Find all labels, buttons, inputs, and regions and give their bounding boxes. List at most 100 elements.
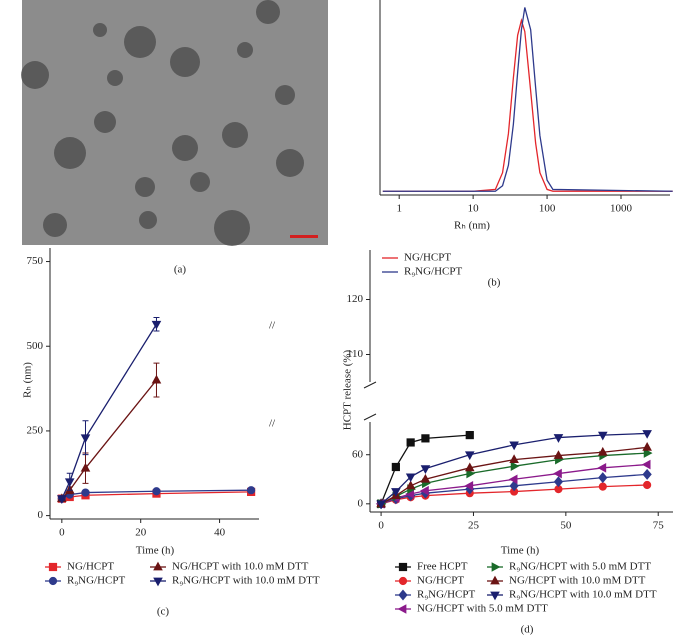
legend-label: NG/HCPT with 10.0 mM DTT [172, 561, 309, 573]
y-tick-label: 0 [38, 509, 44, 521]
legend-marker [397, 604, 407, 614]
axis-break [363, 381, 377, 421]
data-point [643, 480, 652, 490]
data-point [553, 434, 564, 443]
data-point [247, 486, 256, 495]
data-point [420, 485, 429, 496]
series-line [61, 323, 158, 499]
annotation: // [269, 320, 276, 332]
legend-label: NG/HCPT [417, 575, 464, 587]
data-point [509, 441, 519, 451]
data-point [376, 500, 386, 510]
data-point [510, 461, 520, 471]
data-point [420, 465, 431, 474]
y-tick-label: 120 [347, 293, 364, 305]
legend-marker [491, 562, 501, 572]
legend-label: R₉NG/HCPT [67, 575, 126, 587]
data-point [642, 442, 652, 451]
x-axis-label: Time (h) [136, 545, 175, 557]
data-point [151, 374, 162, 384]
y-axis-label: HCPT release (%) [342, 349, 354, 430]
legend-marker [48, 562, 58, 572]
data-point [405, 473, 416, 483]
panel-caption: (c) [157, 606, 170, 618]
legend-label: NG/HCPT with 10.0 mM DTT [509, 575, 646, 587]
x-tick-label: 75 [653, 520, 665, 532]
legend-marker [398, 562, 408, 572]
legend-marker [153, 577, 163, 587]
legend-marker [490, 575, 500, 585]
data-point [80, 434, 91, 444]
data-point [64, 478, 75, 488]
data-point [151, 320, 162, 330]
data-point [405, 480, 416, 490]
data-point [597, 431, 608, 441]
tem-image [21, 0, 328, 246]
data-point [464, 481, 474, 491]
x-tick-label: 1000 [610, 203, 633, 215]
y-axis-label: Rₕ (nm) [22, 362, 34, 398]
data-point [464, 451, 475, 461]
data-point [464, 462, 475, 472]
data-point [643, 448, 653, 458]
legend-marker [398, 576, 408, 586]
x-tick-label: 1 [396, 203, 402, 215]
data-point [641, 459, 651, 470]
data-point [406, 438, 415, 447]
y-tick-label: 750 [27, 255, 44, 267]
data-point [509, 454, 519, 464]
legend-label: NG/HCPT [67, 561, 114, 573]
data-point [508, 474, 518, 485]
data-point [420, 473, 431, 483]
panel-caption: (b) [488, 277, 501, 289]
legend-marker [490, 591, 500, 601]
x-tick-label: 0 [59, 527, 65, 539]
x-tick-label: 50 [560, 520, 572, 532]
series-line [382, 7, 673, 192]
panel-caption: (d) [521, 624, 534, 636]
legend-label: NG/HCPT [404, 252, 451, 264]
data-point [391, 488, 401, 497]
y-tick-label: 250 [27, 424, 44, 436]
data-point [598, 472, 608, 484]
data-point [597, 446, 608, 456]
annotation: // [269, 418, 276, 430]
data-point [598, 482, 607, 491]
data-point [57, 495, 67, 505]
legend-label: R₉NG/HCPT [404, 266, 463, 278]
x-tick-label: 20 [135, 527, 147, 539]
series-line [382, 18, 673, 192]
y-tick-label: 110 [347, 348, 364, 360]
legend-label: R₉NG/HCPT [417, 589, 476, 601]
x-axis-label: Time (h) [501, 545, 540, 557]
legend-label: Free HCPT [417, 561, 468, 573]
legend-label: R₉NG/HCPT with 10.0 mM DTT [172, 575, 320, 587]
y-tick-label: 0 [358, 497, 364, 509]
data-point [553, 468, 562, 479]
data-point [152, 487, 161, 496]
x-tick-label: 0 [378, 520, 384, 532]
data-point [391, 462, 400, 472]
panel-caption: (a) [174, 264, 187, 276]
data-point [509, 480, 519, 492]
x-tick-label: 40 [214, 527, 226, 539]
legend-marker [48, 576, 58, 586]
data-point [80, 462, 91, 472]
legend-label: NG/HCPT with 5.0 mM DTT [417, 603, 548, 615]
data-point [597, 463, 607, 473]
series-line [61, 379, 157, 500]
x-axis-label: Rₕ (nm) [454, 220, 490, 232]
x-tick-label: 10 [468, 203, 480, 215]
y-tick-label: 60 [352, 448, 364, 460]
data-point [81, 488, 90, 497]
y-tick-label: 500 [27, 340, 44, 352]
data-point [642, 430, 652, 439]
data-point [465, 430, 474, 440]
data-point [642, 468, 652, 480]
x-tick-label: 25 [468, 520, 480, 532]
data-point [553, 450, 564, 459]
legend-label: R₉NG/HCPT with 10.0 mM DTT [509, 589, 657, 601]
data-point [553, 476, 564, 488]
data-point [466, 468, 476, 479]
